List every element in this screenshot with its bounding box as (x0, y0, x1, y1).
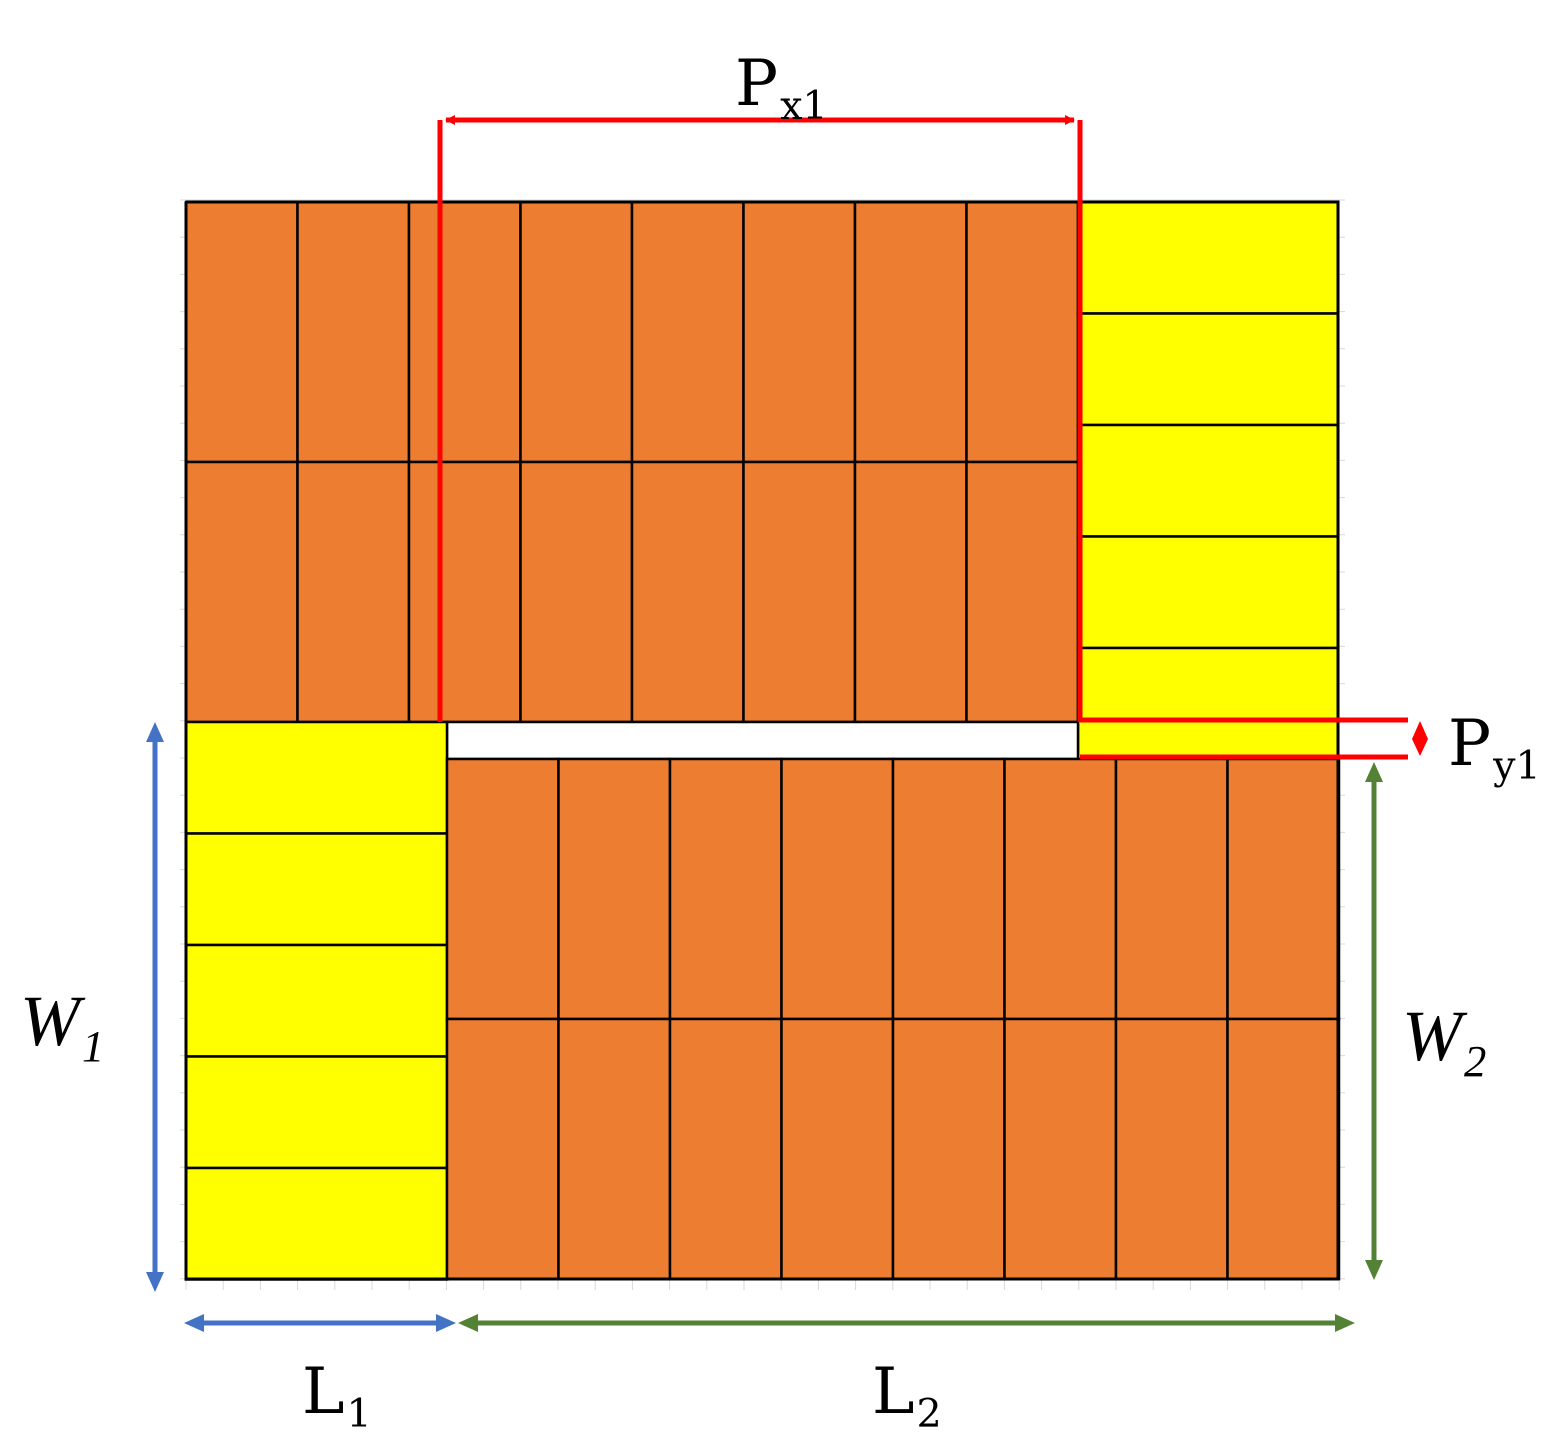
w1-dimension-arrow (146, 722, 164, 1292)
packing-outline (184, 200, 1340, 1281)
top-orange-block (407, 460, 522, 724)
label-l1-sub: 1 (346, 1390, 372, 1437)
label-px1-main: P (735, 47, 779, 121)
label-w2: W2 (1402, 1000, 1486, 1083)
label-l2: L2 (872, 1360, 942, 1435)
bottom-left-yellow-block (184, 1055, 449, 1170)
label-l2-main: L (872, 1355, 915, 1429)
bottom-orange-block (1003, 757, 1118, 1021)
l2-dimension-arrow (458, 1314, 1355, 1332)
bottom-orange-block (1226, 757, 1341, 1021)
marker-layer (146, 115, 1428, 1332)
w2-dimension-arrow-head (1365, 1260, 1383, 1280)
w2-dimension-arrow (1365, 762, 1383, 1280)
w2-dimension-arrow-head (1365, 762, 1383, 782)
top-right-yellow-block (1076, 200, 1340, 315)
bottom-orange-block (557, 757, 672, 1021)
top-orange-block (965, 460, 1080, 724)
top-orange-block (742, 460, 857, 724)
label-py1-main: P (1448, 707, 1492, 781)
l2-dimension-arrow-head (458, 1314, 478, 1332)
top-orange-block (519, 460, 634, 724)
bottom-orange-block (445, 1017, 560, 1281)
label-w2-main: W (1402, 996, 1462, 1076)
bottom-orange-block (891, 757, 1006, 1021)
bottom-left-yellow-block (184, 1166, 449, 1281)
top-right-yellow-block (1076, 423, 1340, 538)
block-layer (184, 200, 1341, 1281)
label-l1: L1 (302, 1360, 372, 1435)
py1-marker (1412, 721, 1428, 756)
top-orange-block (296, 460, 411, 724)
top-right-yellow-block (1076, 535, 1340, 650)
label-w2-sub: 2 (1463, 1035, 1487, 1086)
label-px1-sub: x1 (780, 82, 828, 129)
label-py1: Py1 (1448, 712, 1541, 787)
bottom-left-yellow-block (184, 832, 449, 947)
w1-dimension-arrow-head (146, 1272, 164, 1292)
bottom-orange-block (1226, 1017, 1341, 1281)
bottom-orange-block (557, 1017, 672, 1281)
top-orange-block (630, 200, 745, 464)
bottom-orange-block (445, 757, 560, 1021)
label-w1: W1 (20, 985, 104, 1068)
bottom-orange-block (668, 757, 783, 1021)
top-orange-block (853, 200, 968, 464)
bottom-left-yellow-block (184, 943, 449, 1058)
label-w1-sub: 1 (81, 1020, 105, 1071)
bottom-orange-block (780, 757, 895, 1021)
bottom-left-yellow-block (184, 720, 449, 835)
l2-dimension-arrow-head (1335, 1314, 1355, 1332)
top-orange-block (184, 460, 299, 724)
label-w1-main: W (20, 981, 80, 1061)
top-orange-block (296, 200, 411, 464)
top-right-yellow-block (1076, 312, 1340, 427)
label-py1-sub: y1 (1493, 742, 1541, 789)
label-l2-sub: 2 (916, 1390, 942, 1437)
bottom-orange-block (1114, 757, 1229, 1021)
bottom-orange-block (1003, 1017, 1118, 1281)
top-orange-block (742, 200, 857, 464)
gap-strip (445, 720, 1080, 761)
l1-dimension-arrow (184, 1314, 456, 1332)
l1-dimension-arrow-head (436, 1314, 456, 1332)
l1-dimension-arrow-head (184, 1314, 204, 1332)
top-orange-block (407, 200, 522, 464)
label-l1-main: L (302, 1355, 345, 1429)
top-orange-block (184, 200, 299, 464)
bottom-orange-block (668, 1017, 783, 1281)
bottom-orange-block (1114, 1017, 1229, 1281)
label-px1: Px1 (735, 52, 828, 127)
w1-dimension-arrow-head (146, 722, 164, 742)
top-orange-block (853, 460, 968, 724)
bottom-orange-block (780, 1017, 895, 1281)
bottom-orange-block (891, 1017, 1006, 1281)
top-orange-block (519, 200, 634, 464)
top-orange-block (630, 460, 745, 724)
top-orange-block (965, 200, 1080, 464)
top-right-yellow-block (1076, 646, 1340, 761)
